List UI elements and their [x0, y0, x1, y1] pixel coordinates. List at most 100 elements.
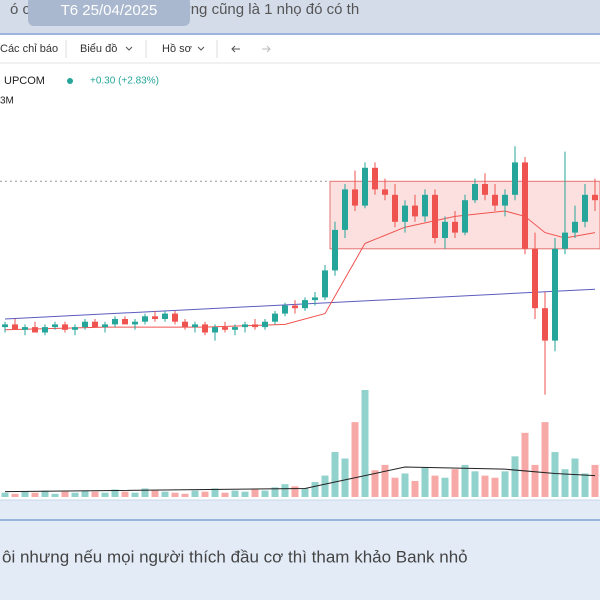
toolbar: [0, 36, 600, 62]
candle-body: [112, 319, 118, 325]
candle-body: [402, 205, 408, 222]
candle-body: [382, 189, 388, 195]
volume-bar: [1, 492, 9, 497]
candle-body: [362, 167, 368, 206]
volume-bar: [291, 486, 299, 497]
candle-body: [142, 316, 148, 322]
candle-body: [502, 194, 508, 206]
candle-body: [52, 324, 58, 328]
candle-body: [412, 205, 418, 217]
candle-body: [312, 297, 318, 301]
candle-body: [392, 194, 398, 222]
candle-body: [282, 305, 288, 314]
candle-body: [242, 324, 248, 328]
candle-body: [32, 327, 38, 333]
volume-bar: [71, 492, 79, 497]
candle-body: [562, 232, 568, 249]
toolbar-item[interactable]: Biểu đồ: [80, 43, 117, 55]
candle-body: [512, 162, 518, 195]
volume-bar: [191, 490, 199, 497]
candle-body: [342, 189, 348, 230]
volume-bar: [31, 492, 39, 497]
volume-bar: [171, 492, 179, 497]
volume-bar: [121, 491, 129, 497]
candle-body: [102, 324, 108, 328]
volume-bar: [461, 464, 469, 497]
indicator-line: [4, 288, 596, 320]
volume-bar: [11, 493, 19, 497]
candle-body: [542, 308, 548, 341]
candle-body: [252, 324, 258, 328]
volume-bar: [351, 422, 359, 497]
candle-body: [292, 305, 298, 309]
volume-bar: [281, 484, 289, 497]
candle-body: [72, 327, 78, 330]
volume-bar: [571, 458, 579, 497]
plot: [0, 146, 600, 497]
interval: 3M: [0, 96, 14, 107]
candle-body: [332, 229, 338, 271]
volume-bar: [361, 390, 369, 497]
volume-bar: [581, 473, 589, 497]
candle-body: [12, 324, 18, 330]
chevron: [125, 46, 133, 51]
volume-bar: [471, 471, 479, 497]
candle-body: [432, 194, 438, 238]
candle-body: [122, 319, 128, 325]
candle-body: [492, 194, 498, 206]
volume-bar: [551, 452, 559, 497]
volume-bar: [511, 456, 519, 497]
date-badge: [28, 0, 190, 26]
candle-body: [302, 300, 308, 309]
volume-bar: [491, 477, 499, 497]
volume-bar: [321, 475, 329, 497]
toolbar-item[interactable]: Hồ sơ: [162, 43, 192, 55]
bottom-panel: [0, 500, 600, 600]
volume-bar: [261, 490, 269, 497]
volume-bar: [501, 471, 509, 497]
volume-bar: [331, 452, 339, 497]
volume-bar: [531, 464, 539, 497]
candle-body: [262, 321, 268, 328]
undo[interactable]: [231, 45, 240, 53]
candle-body: [352, 189, 358, 206]
candle-body: [272, 313, 278, 322]
volume-bar: [411, 480, 419, 497]
volume-bar: [181, 493, 189, 497]
status-dot: [67, 78, 73, 84]
candle-body: [42, 327, 48, 333]
volume-bar: [61, 491, 69, 497]
volume-bar: [481, 475, 489, 497]
volume-bar: [341, 458, 349, 497]
volume-bar: [401, 473, 409, 497]
volume-bar: [251, 489, 259, 497]
candle-body: [522, 162, 528, 249]
candle-body: [172, 313, 178, 322]
volume-bar: [381, 464, 389, 497]
redo[interactable]: [262, 45, 271, 53]
volume-bar: [51, 493, 59, 497]
candle-body: [482, 184, 488, 195]
volume-bar: [391, 477, 399, 497]
volume-bar: [541, 422, 549, 497]
volume-bar: [161, 491, 169, 497]
volume-bar: [21, 491, 29, 497]
volume-bar: [101, 492, 109, 497]
volume-bar: [421, 467, 429, 497]
date-badge-text: T6 25/04/2025: [61, 2, 158, 19]
volume-bar: [301, 488, 309, 497]
toolbar-item[interactable]: Các chỉ báo: [0, 43, 58, 55]
candle-body: [82, 321, 88, 328]
candle-body: [222, 327, 228, 330]
candle-body: [552, 248, 558, 341]
candle-body: [372, 167, 378, 190]
volume-bar: [81, 490, 89, 497]
candle-body: [422, 194, 428, 217]
candle-body: [192, 324, 198, 328]
volume-bar: [521, 432, 529, 497]
volume-bar: [441, 477, 449, 497]
candle-body: [442, 221, 448, 238]
volume-bar: [451, 469, 459, 497]
volume-bar: [271, 487, 279, 497]
